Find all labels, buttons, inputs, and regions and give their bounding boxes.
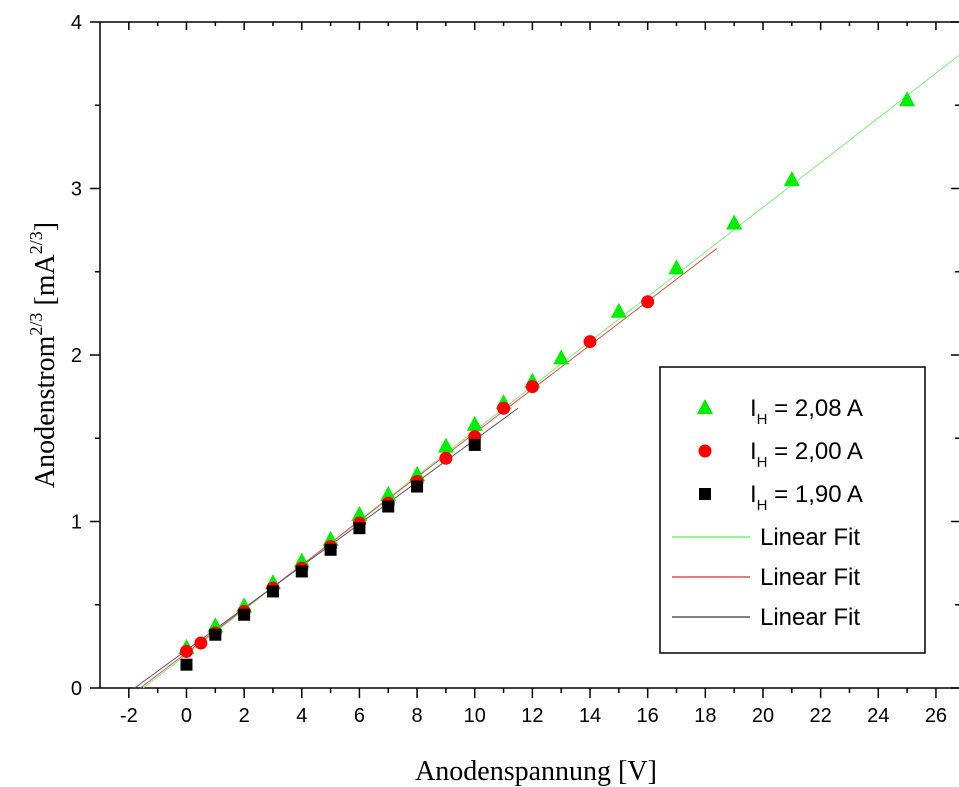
legend-marker-triangle [697,399,713,414]
legend-fit-label: Linear Fit [760,524,860,551]
data-point-square [411,480,424,493]
legend-marker-square [699,488,711,500]
x-tick-label: 8 [412,705,423,727]
x-tick-label: 20 [752,705,774,727]
y-tick-label: 3 [71,179,82,201]
data-point-triangle [553,349,570,365]
y-axis-title-unit-open: [mA [30,254,61,313]
legend-label-rest: = 2,00 A [768,438,863,465]
data-point-circle [641,295,655,309]
legend-box [659,366,926,654]
x-tick-label: 16 [637,705,659,727]
data-point-square [295,565,308,578]
y-tick-label: 1 [71,512,82,534]
data-point-square [209,628,222,641]
data-point-square [324,543,337,556]
data-point-square [266,585,279,598]
data-point-square [238,608,251,621]
legend-fit-label: Linear Fit [760,564,860,591]
data-point-triangle [380,485,397,501]
x-tick-label: 14 [579,705,601,727]
y-axis-title-base: Anodenstrom [30,335,61,488]
data-point-triangle [437,437,454,453]
x-tick-label: 22 [810,705,832,727]
legend: IH = 2,08 AIH = 2,00 AIH = 1,90 ALinear … [659,366,926,654]
data-point-circle [497,401,511,415]
x-tick-label: 0 [181,705,192,727]
linear-fit-line [140,248,718,689]
y-tick-label: 4 [71,12,82,34]
legend-marker-circle [698,444,712,458]
x-tick-label: 24 [867,705,889,727]
data-point-triangle [351,505,368,521]
y-axis-title: Anodenstrom2/3 [mA2/3] [26,222,61,488]
x-tick-label: -2 [120,705,138,727]
data-point-circle [583,335,597,349]
data-point-circle [439,451,453,465]
legend-label: IH = 1,90 A [750,481,863,514]
legend-label-sub: H [757,497,768,514]
data-point-square [353,522,366,535]
legend-label: IH = 2,00 A [750,438,863,471]
x-tick-label: 26 [925,705,947,727]
x-tick-label: 6 [354,705,365,727]
data-point-triangle [899,91,916,107]
data-point-triangle [783,171,800,187]
data-point-circle [525,380,539,394]
x-tick-label: 2 [239,705,250,727]
x-tick-label: 4 [296,705,307,727]
y-axis-title-unit-close: ] [30,222,61,231]
x-tick-label: 18 [694,705,716,727]
legend-label-sub: H [757,454,768,471]
data-points [178,91,916,671]
x-axis-title: Anodenspannung [V] [415,756,657,787]
data-point-circle [179,644,193,658]
legend-label-main: I [750,395,757,422]
legend-label-rest: = 1,90 A [768,481,863,508]
legend-label-sub: H [757,411,768,428]
y-axis-title-exp: 2/3 [26,313,46,336]
data-point-square [382,500,395,513]
data-point-circle [194,636,208,650]
data-point-triangle [668,259,685,275]
legend-label-rest: = 2,08 A [768,395,863,422]
legend-label-main: I [750,438,757,465]
y-axis-title-unit-exp: 2/3 [26,231,46,254]
legend-fit-label: Linear Fit [760,604,860,631]
data-point-square [180,658,193,671]
y-tick-label: 2 [71,345,82,367]
y-tick-label: 0 [71,678,82,700]
legend-label-main: I [750,481,757,508]
data-point-square [468,438,481,451]
data-point-triangle [466,415,483,431]
x-tick-label: 12 [521,705,543,727]
x-tick-label: 10 [464,705,486,727]
data-point-triangle [610,302,627,318]
legend-label: IH = 2,08 A [750,395,863,428]
data-point-triangle [726,214,743,230]
